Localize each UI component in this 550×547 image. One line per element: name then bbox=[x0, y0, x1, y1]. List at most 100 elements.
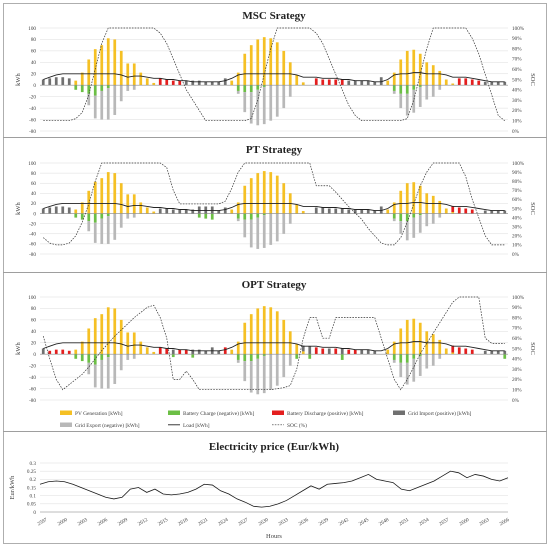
grid-export-bar bbox=[256, 358, 260, 395]
grid-import-bar bbox=[197, 206, 201, 214]
pv-bar bbox=[275, 42, 279, 86]
x-tick-label: 2606 bbox=[97, 517, 109, 528]
pv-bar bbox=[243, 53, 247, 86]
pv-bar bbox=[106, 307, 110, 355]
y-tick-label: 0 bbox=[33, 510, 36, 516]
grid-export-bar bbox=[418, 86, 422, 107]
y2-tick-label: 30% bbox=[512, 225, 522, 231]
battery-charge-bar bbox=[93, 85, 97, 96]
pv-bar bbox=[119, 319, 123, 355]
pv-bar bbox=[74, 349, 78, 355]
y2-tick-label: 50% bbox=[512, 206, 522, 212]
battery-charge-bar bbox=[210, 213, 214, 220]
grid-export-bar bbox=[399, 93, 403, 109]
pv-bar bbox=[249, 178, 253, 214]
grid-import-bar bbox=[204, 81, 208, 86]
grid-export-bar bbox=[126, 213, 130, 219]
grid-import-bar bbox=[483, 81, 487, 86]
x-axis-label: Hours bbox=[266, 533, 282, 540]
grid-import-bar bbox=[204, 206, 208, 214]
y-tick-label: 0.15 bbox=[27, 485, 36, 491]
pv-bar bbox=[399, 59, 403, 86]
y-tick-label: 100 bbox=[28, 26, 36, 32]
y2-tick-label: 80% bbox=[512, 179, 522, 185]
pv-bar bbox=[444, 79, 448, 86]
soc-line bbox=[43, 27, 505, 122]
pv-bar bbox=[295, 343, 299, 355]
battery-charge-bar bbox=[262, 85, 266, 87]
grid-import-bar bbox=[210, 81, 214, 86]
grid-import-bar bbox=[178, 209, 182, 214]
y-tick-label: 60 bbox=[31, 181, 37, 187]
grid-export-bar bbox=[243, 92, 247, 113]
panel-frame-price bbox=[3, 431, 547, 544]
legend: PV Generation [kWh] Battery Charge (negat… bbox=[60, 410, 472, 429]
pv-bar bbox=[386, 349, 390, 355]
grid-import-bar bbox=[353, 209, 357, 214]
y-tick-label: 40 bbox=[31, 60, 37, 66]
grid-import-bar bbox=[496, 350, 500, 355]
soc-line bbox=[43, 162, 505, 246]
battery-charge-bar bbox=[106, 85, 110, 89]
battery-discharge-bar bbox=[451, 205, 455, 213]
battery-charge-bar bbox=[399, 213, 403, 222]
grid-import-bar bbox=[48, 78, 52, 86]
battery-discharge-bar bbox=[457, 347, 461, 355]
grid-export-bar bbox=[405, 362, 409, 385]
grid-export-bar bbox=[119, 213, 123, 228]
battery-charge-bar bbox=[418, 354, 422, 356]
x-tick-label: 2609 bbox=[117, 517, 129, 528]
pv-bar bbox=[262, 306, 266, 355]
grid-export-bar bbox=[418, 215, 422, 233]
grid-export-bar bbox=[262, 215, 266, 248]
grid-import-bar bbox=[496, 81, 500, 86]
grid-import-bar bbox=[184, 80, 188, 86]
y2-tick-label: 100% bbox=[512, 161, 525, 167]
pv-bar bbox=[269, 38, 273, 86]
y2-tick-label: 20% bbox=[512, 377, 522, 383]
grid-export-bar bbox=[425, 354, 429, 369]
grid-import-bar bbox=[490, 210, 494, 214]
legend-label: Battery Charge (negative) [kWh] bbox=[183, 410, 255, 417]
pv-bar bbox=[152, 351, 156, 355]
pv-bar bbox=[438, 339, 442, 355]
pv-bar bbox=[80, 72, 84, 86]
grid-import-bar bbox=[503, 350, 507, 355]
y-tick-label: 40 bbox=[31, 329, 37, 335]
y2-axis-label: SOC bbox=[529, 342, 536, 355]
pv-bar bbox=[438, 70, 442, 86]
pv-bar bbox=[113, 173, 117, 214]
battery-discharge-bar bbox=[477, 80, 481, 86]
grid-import-bar bbox=[366, 80, 370, 86]
battery-charge-bar bbox=[74, 213, 78, 218]
grid-import-bar bbox=[210, 206, 214, 214]
battery-charge-bar bbox=[171, 354, 175, 358]
battery-charge-bar bbox=[106, 354, 110, 358]
grid-import-bar bbox=[379, 77, 383, 86]
battery-charge-bar bbox=[197, 213, 201, 218]
battery-discharge-bar bbox=[171, 80, 175, 86]
pv-bar bbox=[230, 209, 234, 214]
y2-tick-label: 60% bbox=[512, 197, 522, 203]
grid-import-bar bbox=[360, 349, 364, 355]
y2-tick-label: 60% bbox=[512, 336, 522, 342]
grid-import-bar bbox=[496, 210, 500, 214]
pv-bar bbox=[282, 183, 286, 214]
battery-discharge-bar bbox=[178, 80, 182, 86]
grid-import-bar bbox=[483, 350, 487, 355]
battery-charge-bar bbox=[262, 354, 266, 356]
legend-swatch bbox=[60, 422, 72, 427]
legend-label: Grid Export (negative) [kWh] bbox=[75, 422, 140, 429]
battery-discharge-bar bbox=[165, 348, 169, 355]
grid-export-bar bbox=[236, 90, 240, 94]
battery-charge-bar bbox=[236, 354, 240, 360]
grid-import-bar bbox=[327, 348, 331, 355]
y2-tick-label: 50% bbox=[512, 77, 522, 83]
battery-charge-bar bbox=[256, 354, 260, 359]
grid-import-bar bbox=[41, 79, 45, 86]
grid-export-bar bbox=[126, 85, 130, 91]
battery-discharge-bar bbox=[470, 79, 474, 86]
grid-export-bar bbox=[269, 213, 273, 245]
grid-export-bar bbox=[119, 85, 123, 102]
pv-bar bbox=[282, 50, 286, 86]
